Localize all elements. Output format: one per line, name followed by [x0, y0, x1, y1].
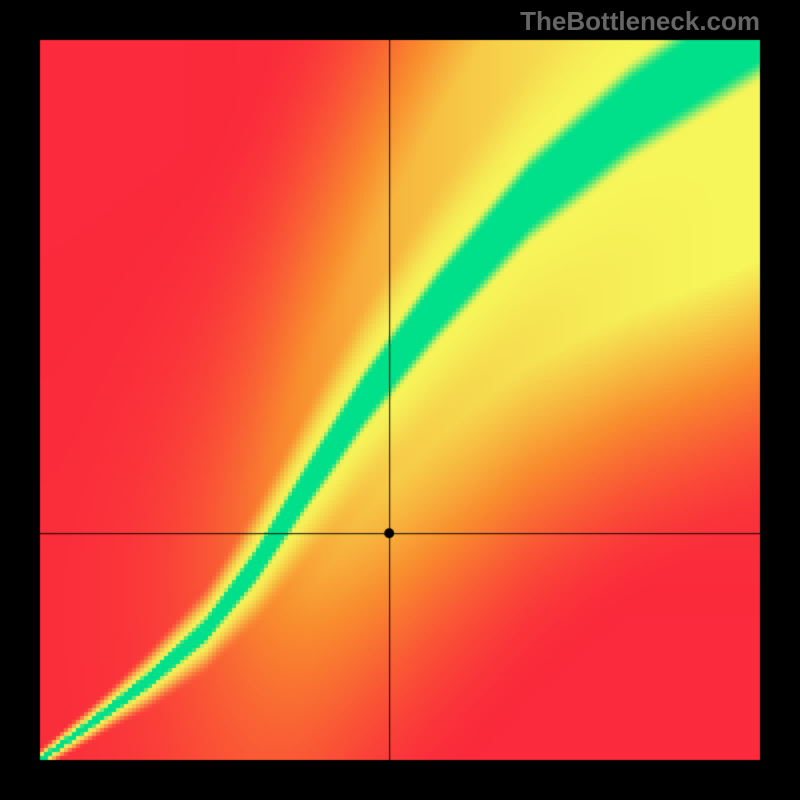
bottleneck-heatmap: [0, 0, 800, 800]
chart-container: TheBottleneck.com: [0, 0, 800, 800]
watermark-text: TheBottleneck.com: [520, 6, 760, 37]
